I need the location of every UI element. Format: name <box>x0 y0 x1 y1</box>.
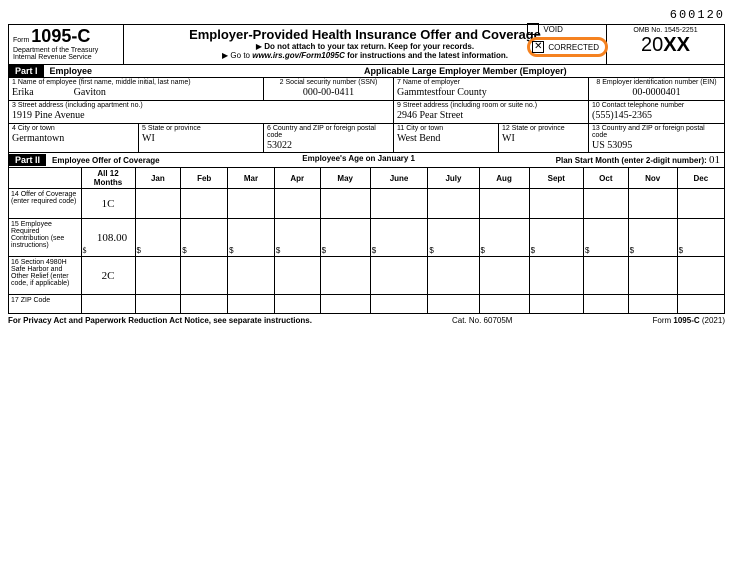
corrected-checkbox[interactable]: ✕ <box>532 41 544 53</box>
col-may: May <box>320 168 370 189</box>
employee-state: WI <box>142 132 260 144</box>
part2-heading: Part II Employee Offer of Coverage Emplo… <box>9 153 724 168</box>
header-center: VOID ✕ CORRECTED Employer-Provided Healt… <box>124 25 606 64</box>
page-number: 600120 <box>8 8 725 22</box>
omb-number: OMB No. 1545-2251 <box>611 27 720 34</box>
year-xx: XX <box>663 34 690 56</box>
box6: 6 Country and ZIP or foreign postal code… <box>264 124 394 152</box>
dept-line: Department of the Treasury <box>13 47 119 55</box>
form-identity: Form 1095-C Department of the Treasury I… <box>9 25 124 64</box>
box7: 7 Name of employer Gammtestfour County <box>394 78 589 100</box>
header-right: OMB No. 1545-2251 20XX <box>606 25 724 64</box>
instruction-1: Do not attach to your tax return. Keep f… <box>264 42 474 51</box>
instruction-2a: Go to <box>230 51 252 60</box>
box12: 12 State or province WI <box>499 124 589 152</box>
cat-number: Cat. No. 60705M <box>452 316 512 325</box>
instruction-url: www.irs.gov/Form1095C <box>252 51 345 60</box>
part1-employer-label: Applicable Large Employer Member (Employ… <box>358 65 573 77</box>
footer-form-number: 1095-C <box>673 316 699 325</box>
form-1095c: Form 1095-C Department of the Treasury I… <box>8 24 725 314</box>
ssn-value: 000-00-0411 <box>267 86 390 98</box>
box5: 5 State or province WI <box>139 124 264 152</box>
row-14: 14 Offer of Coverage (enter required cod… <box>9 189 724 219</box>
employer-state: WI <box>502 132 585 144</box>
col-aug: Aug <box>479 168 529 189</box>
col-mar: Mar <box>228 168 275 189</box>
employee-city: Germantown <box>12 132 135 144</box>
instruction-2b: for instructions and the latest informat… <box>345 51 508 60</box>
footer-form-word: Form <box>653 316 674 325</box>
col-all12: All 12 Months <box>81 168 135 189</box>
year-prefix: 20 <box>641 34 663 56</box>
corrected-label: CORRECTED <box>548 43 599 52</box>
part1-heading: Part I Employee Applicable Large Employe… <box>9 65 724 78</box>
box10: 10 Contact telephone number (555)145-236… <box>589 101 724 123</box>
col-jul: July <box>428 168 479 189</box>
employee-first: Erika <box>12 87 34 98</box>
irs-line: Internal Revenue Service <box>13 54 119 62</box>
part1-tag: Part I <box>9 65 44 77</box>
row15-all12: 108.00 <box>89 232 127 244</box>
form-footer: For Privacy Act and Paperwork Reduction … <box>8 314 725 325</box>
col-apr: Apr <box>274 168 320 189</box>
col-oct: Oct <box>584 168 629 189</box>
employee-last: Gaviton <box>74 87 106 98</box>
box13: 13 Country and ZIP or foreign postal cod… <box>589 124 724 152</box>
part2-tag: Part II <box>9 154 46 166</box>
coverage-table: All 12 Months Jan Feb Mar Apr May June J… <box>9 168 724 313</box>
box4: 4 City or town Germantown <box>9 124 139 152</box>
col-feb: Feb <box>181 168 228 189</box>
void-checkbox-row: VOID <box>527 23 563 35</box>
box1: 1 Name of employee (first name, middle i… <box>9 78 264 100</box>
row-15: 15 Employee Required Contribution (see i… <box>9 219 724 257</box>
employer-city: West Bend <box>397 132 495 144</box>
footer-year: (2021) <box>700 316 725 325</box>
row-16: 16 Section 4980H Safe Harbor and Other R… <box>9 257 724 295</box>
col-nov: Nov <box>628 168 677 189</box>
employer-name: Gammtestfour County <box>397 86 585 98</box>
row16-all12: 2C <box>81 257 135 295</box>
plan-start-label: Plan Start Month (enter 2-digit number): <box>556 156 707 165</box>
part1-employee-label: Employee <box>44 65 99 77</box>
row-17: 17 ZIP Code <box>9 295 724 313</box>
col-sep: Sept <box>529 168 583 189</box>
form-word: Form <box>13 37 29 44</box>
employee-zip: 53022 <box>267 139 390 151</box>
box11: 11 City or town West Bend <box>394 124 499 152</box>
plan-start-val: 01 <box>709 154 720 166</box>
box2: 2 Social security number (SSN) 000-00-04… <box>264 78 394 100</box>
age-label: Employee's Age on January 1 <box>166 153 552 167</box>
ein-value: 00-0000401 <box>592 86 721 98</box>
void-label: VOID <box>543 25 563 34</box>
col-dec: Dec <box>677 168 724 189</box>
employer-zip: US 53095 <box>592 139 721 151</box>
void-checkbox[interactable] <box>527 23 539 35</box>
privacy-notice: For Privacy Act and Paperwork Reduction … <box>8 316 312 325</box>
box9: 9 Street address (including room or suit… <box>394 101 589 123</box>
col-jan: Jan <box>135 168 181 189</box>
col-jun: June <box>370 168 428 189</box>
employee-street: 1919 Pine Avenue <box>12 109 390 121</box>
part2-label: Employee Offer of Coverage <box>46 155 166 166</box>
employer-street: 2946 Pear Street <box>397 109 585 121</box>
box8: 8 Employer identification number (EIN) 0… <box>589 78 724 100</box>
contact-phone: (555)145-2365 <box>592 109 721 121</box>
form-number: 1095-C <box>31 26 90 46</box>
row14-all12: 1C <box>81 189 135 219</box>
corrected-highlight: ✕ CORRECTED <box>527 37 608 57</box>
box3: 3 Street address (including apartment no… <box>9 101 394 123</box>
